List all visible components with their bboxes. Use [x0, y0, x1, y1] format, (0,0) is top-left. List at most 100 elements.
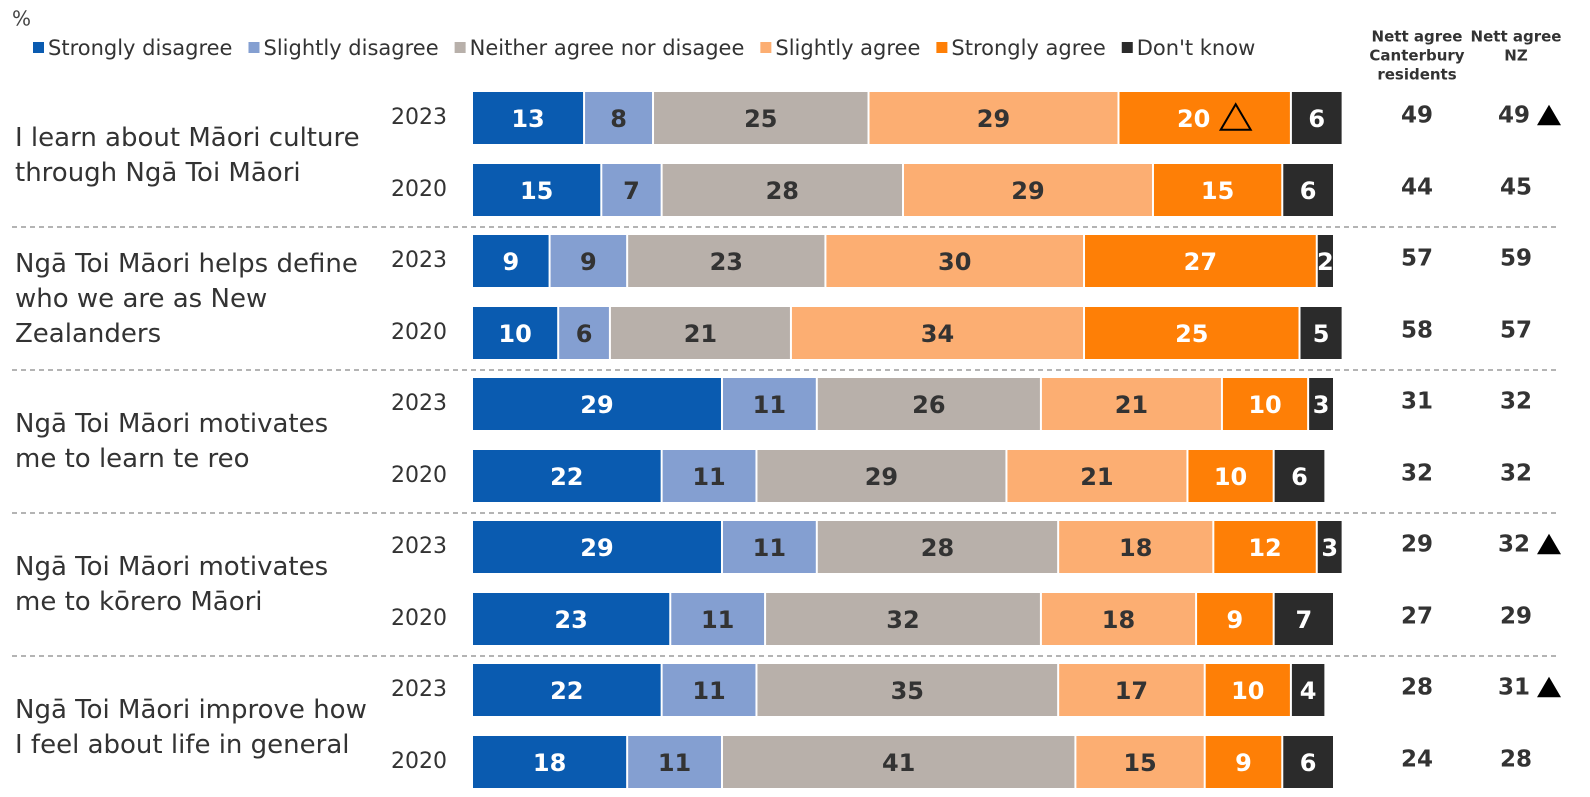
bar-segment [1076, 736, 1204, 788]
nett-value: 29 [1500, 604, 1532, 630]
bar-segment [757, 664, 1058, 716]
bar-segment [1309, 378, 1333, 430]
bar-segment [1205, 736, 1282, 788]
year-label: 2020 [391, 606, 447, 631]
value-label: 17 [1115, 677, 1148, 705]
nett-value: 27 [1401, 604, 1433, 630]
value-label: 23 [710, 248, 743, 276]
legend-swatch [33, 42, 44, 53]
year-label: 2020 [391, 320, 447, 345]
column-header: Canterbury [1369, 47, 1464, 65]
legend-swatch [248, 42, 260, 53]
legend-label: Slightly agree [775, 36, 920, 60]
legend-swatch [454, 42, 466, 53]
bar-segment [757, 450, 1006, 502]
nett-value: 28 [1401, 675, 1433, 701]
nett-value: 59 [1500, 246, 1532, 272]
bar-segment [1317, 235, 1333, 287]
value-label: 18 [1119, 534, 1152, 562]
value-label: 6 [1308, 105, 1325, 133]
nett-value: 29 [1401, 532, 1433, 558]
nett-value: 24 [1401, 747, 1433, 773]
value-label: 22 [550, 677, 583, 705]
legend-label: Strongly agree [951, 36, 1105, 60]
legend-swatch [936, 42, 948, 53]
bar-segment [1222, 378, 1308, 430]
bar-segment [1007, 450, 1187, 502]
value-label: 21 [1080, 463, 1113, 491]
value-label: 8 [610, 105, 627, 133]
bar-segment [1085, 235, 1316, 287]
legend-label: Slightly disagree [263, 36, 438, 60]
statement-wrap: Ngā Toi Māori motivates me to learn te r… [15, 409, 329, 474]
bar-segment [1153, 164, 1282, 216]
triangle-marker [1537, 104, 1561, 126]
value-label: 18 [1102, 606, 1135, 634]
bar-segment [1317, 521, 1342, 573]
bar-segment [1059, 664, 1204, 716]
value-label: 6 [576, 320, 593, 348]
statement-wrap: Ngā Toi Māori improve how I feel about l… [15, 695, 367, 760]
value-label: 3 [1313, 391, 1330, 419]
value-label: 15 [520, 177, 553, 205]
year-label: 2023 [391, 105, 447, 130]
bar-segment [654, 92, 868, 144]
value-label: 20 [1177, 105, 1210, 133]
year-label: 2020 [391, 749, 447, 774]
statement-label: Ngā Toi Māori motivates me to kōrero Māo… [15, 552, 329, 617]
value-label: 32 [886, 606, 919, 634]
year-label: 2023 [391, 534, 447, 559]
bar-segment [791, 307, 1084, 359]
value-label: 29 [580, 534, 613, 562]
nett-value: 45 [1500, 175, 1532, 201]
legend-label: Strongly disagree [48, 36, 232, 60]
bar-segment [473, 164, 601, 216]
bar-segment [585, 92, 653, 144]
value-label: 7 [623, 177, 640, 205]
statement-label: Ngā Toi Māori motivates me to learn te r… [15, 409, 329, 474]
nett-value: 32 [1500, 389, 1532, 415]
value-label: 29 [1011, 177, 1044, 205]
statement-wrap: Ngā Toi Māori helps define who we are as… [15, 249, 358, 349]
value-label: 29 [580, 391, 613, 419]
bar-segment [473, 593, 670, 645]
value-label: 11 [692, 677, 725, 705]
value-label: 22 [550, 463, 583, 491]
nett-value: 58 [1401, 318, 1433, 344]
triangle-marker [1537, 533, 1561, 555]
bar-segment [1119, 92, 1290, 144]
nett-value: 44 [1401, 175, 1433, 201]
legend-swatch [760, 42, 772, 53]
nett-value: 28 [1500, 747, 1532, 773]
statement-label: I learn about Māori culture through Ngā … [15, 123, 360, 188]
value-label: 27 [1184, 248, 1217, 276]
value-label: 11 [753, 391, 786, 419]
year-label: 2020 [391, 177, 447, 202]
column-header: Nett agree [1372, 28, 1463, 46]
nett-value: 32 [1498, 532, 1530, 558]
value-label: 30 [938, 248, 971, 276]
bar-segment [1188, 450, 1273, 502]
value-label: 35 [891, 677, 924, 705]
value-label: 23 [554, 606, 587, 634]
bar-segment [473, 307, 558, 359]
bar-segment [1291, 92, 1342, 144]
bar-segment [722, 736, 1075, 788]
nett-value: 31 [1498, 675, 1530, 701]
value-label: 26 [912, 391, 945, 419]
bar-segment [671, 593, 765, 645]
value-label: 29 [977, 105, 1010, 133]
bar-segment [473, 450, 661, 502]
bar-segment [1274, 450, 1325, 502]
nett-value: 57 [1401, 246, 1433, 272]
bar-segment [869, 92, 1118, 144]
bar-segment [550, 235, 627, 287]
bar-segment [1291, 664, 1325, 716]
value-label: 11 [658, 749, 691, 777]
bar-segment [559, 307, 609, 359]
value-label: 18 [533, 749, 566, 777]
bar-segment [473, 736, 627, 788]
bar-segment [1205, 664, 1290, 716]
value-label: 15 [1123, 749, 1156, 777]
value-label: 4 [1300, 677, 1317, 705]
